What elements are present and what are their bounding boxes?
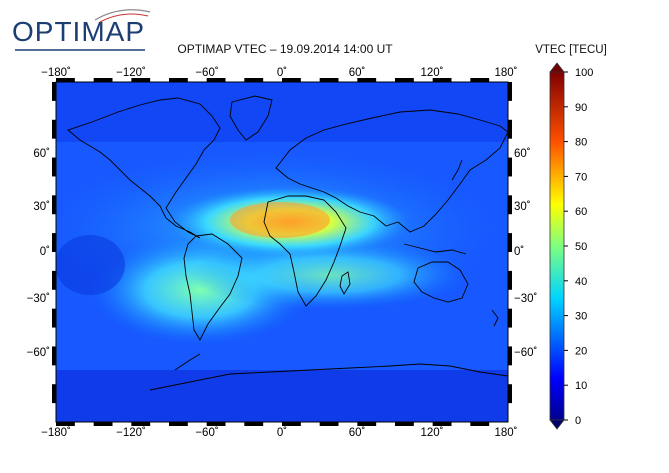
lat-label-left: 0˚ — [40, 246, 50, 258]
colorbar-tick-label: 80 — [575, 137, 587, 149]
lat-label-right: −60˚ — [514, 347, 537, 359]
frame-ticks — [52, 78, 512, 426]
frame-segment — [52, 195, 56, 215]
lon-label-top: −120˚ — [116, 67, 146, 79]
frame-segment — [508, 233, 512, 252]
frame-segment — [470, 78, 490, 82]
frame-segment — [508, 384, 512, 404]
colorbar-scale — [549, 71, 565, 421]
colorbar-tick-label: 40 — [575, 276, 587, 288]
lon-label-top: 120˚ — [420, 67, 443, 79]
frame-segment — [206, 78, 226, 82]
lon-label-bottom: 0˚ — [277, 427, 287, 439]
lon-label-bottom: −60˚ — [195, 427, 218, 439]
frame-segment — [52, 308, 56, 328]
lon-label-bottom: 180˚ — [494, 427, 517, 439]
frame-segment — [508, 195, 512, 215]
frame-segment — [508, 82, 512, 101]
map-title: OPTIMAP VTEC – 19.09.2014 14:00 UT — [177, 42, 393, 56]
coastlines — [67, 95, 508, 391]
colorbar-max-arrow-icon — [549, 62, 565, 73]
frame-segment — [432, 78, 452, 82]
lat-label-right: −30˚ — [514, 293, 537, 305]
lon-label-bottom: 120˚ — [420, 427, 443, 439]
lat-label-right: 30˚ — [514, 201, 531, 213]
frame-segment — [244, 78, 264, 82]
frame-segment — [282, 78, 301, 82]
frame-segment — [52, 346, 56, 366]
optimap-logo: OPTIMAP — [0, 0, 160, 60]
lon-label-bottom: −180˚ — [41, 427, 71, 439]
frame-segment — [52, 270, 56, 290]
frame-segment — [206, 422, 226, 426]
frame-segment — [508, 308, 512, 328]
logo-swoosh-icon — [15, 9, 151, 51]
colorbar-tick-label: 20 — [575, 345, 587, 357]
colorbar-tick-label: 0 — [575, 415, 581, 427]
frame-segment — [131, 78, 151, 82]
frame-segment — [282, 422, 301, 426]
logo-wordmark: OPTIMAP — [12, 16, 146, 47]
frame-segment — [52, 119, 56, 139]
frame-segment — [52, 157, 56, 177]
frame-segment — [319, 422, 339, 426]
colorbar-tick-label: 70 — [575, 171, 587, 183]
colorbar-tick-label: 60 — [575, 206, 587, 218]
frame-segment — [52, 233, 56, 252]
lat-label-right: 0˚ — [514, 246, 524, 258]
colorbar-tick-label: 10 — [575, 380, 587, 392]
frame-segment — [56, 78, 75, 82]
lon-label-top: 60˚ — [349, 67, 366, 79]
frame-segment — [93, 422, 113, 426]
lat-label-left: −30˚ — [27, 293, 50, 305]
frame-segment — [508, 270, 512, 290]
frame-segment — [432, 422, 452, 426]
colorbar-min-arrow-icon — [549, 419, 565, 430]
lat-label-left: 30˚ — [33, 201, 50, 213]
colorbar-tick-label: 100 — [575, 67, 593, 79]
frame-segment — [93, 78, 113, 82]
lon-label-top: 0˚ — [277, 67, 287, 79]
frame-segment — [319, 78, 339, 82]
vtec-field — [56, 82, 508, 422]
frame-segment — [470, 422, 490, 426]
frame-segment — [508, 119, 512, 139]
frame-segment — [508, 346, 512, 366]
frame-segment — [357, 422, 377, 426]
lat-label-left: −60˚ — [27, 347, 50, 359]
lat-label-left: 60˚ — [33, 148, 50, 160]
lon-label-bottom: −120˚ — [116, 427, 146, 439]
frame-segment — [395, 78, 414, 82]
frame-segment — [52, 82, 56, 101]
lon-label-bottom: 60˚ — [349, 427, 366, 439]
colorbar-tick-label: 90 — [575, 102, 587, 114]
lon-label-top: 180˚ — [494, 67, 517, 79]
frame-segment — [131, 422, 151, 426]
frame-segment — [508, 157, 512, 177]
frame-segment — [244, 422, 264, 426]
lon-label-top: −60˚ — [195, 67, 218, 79]
frame-segment — [56, 422, 75, 426]
colorbar: 0 10 20 30 40 50 60 70 80 90 100 — [549, 62, 593, 430]
frame-segment — [357, 78, 377, 82]
frame-segment — [169, 78, 188, 82]
colorbar-title: VTEC [TECU] — [535, 44, 607, 56]
colorbar-tick-label: 50 — [575, 241, 587, 253]
frame-segment — [52, 384, 56, 404]
frame-segment — [169, 422, 188, 426]
lon-label-top: −180˚ — [41, 67, 71, 79]
lat-label-right: 60˚ — [514, 148, 531, 160]
colorbar-tick-label: 30 — [575, 311, 587, 323]
frame-segment — [395, 422, 414, 426]
